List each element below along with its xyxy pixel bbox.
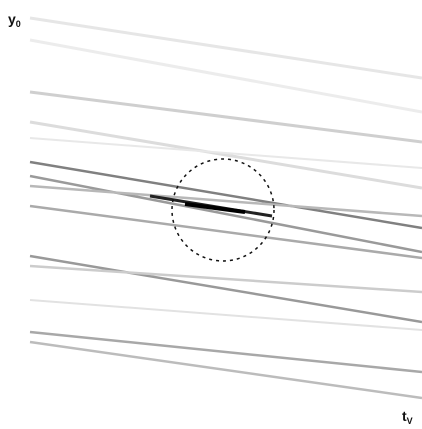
hough-image: y0 tV: [0, 0, 422, 429]
label-sub: 0: [16, 19, 21, 29]
label-main: y: [8, 11, 16, 27]
label-sub: V: [407, 416, 413, 426]
